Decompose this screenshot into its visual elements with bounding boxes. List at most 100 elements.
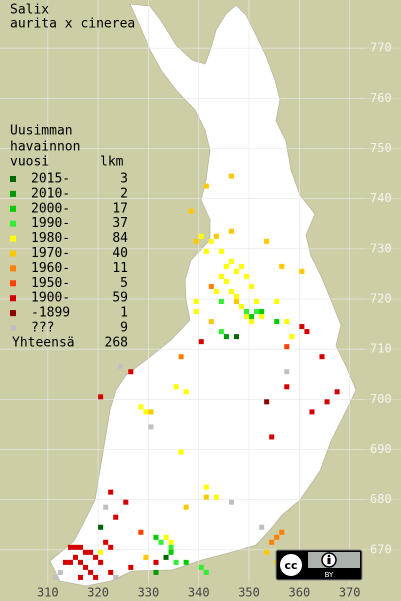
square (198, 564, 204, 570)
legend-label: 1980- (31, 231, 70, 246)
square (188, 208, 194, 214)
legend-swatch (10, 295, 16, 302)
title: Salix (10, 3, 49, 18)
square (203, 569, 209, 575)
legend-label: 2010- (31, 186, 70, 201)
x-tick-label: 340 (188, 586, 210, 600)
square (233, 293, 239, 299)
y-tick-label: 770 (370, 41, 392, 55)
legend-swatch (10, 280, 16, 287)
y-tick-label: 670 (370, 542, 392, 556)
legend-count: 11 (112, 261, 128, 276)
square (249, 314, 255, 320)
square (168, 539, 174, 545)
license-badge: cc BY (275, 549, 363, 581)
y-tick-label: 740 (370, 191, 392, 205)
title: aurita x cinerea (10, 17, 135, 32)
square (213, 494, 219, 500)
square (264, 549, 270, 555)
legend-label: ??? (31, 321, 54, 336)
square (218, 273, 224, 279)
square (168, 544, 174, 550)
square (143, 554, 149, 560)
square (163, 554, 169, 560)
square (284, 384, 290, 390)
square (178, 354, 184, 360)
square (244, 273, 250, 279)
legend-label: 1970- (31, 246, 70, 261)
square (183, 389, 189, 395)
legend-swatch (10, 235, 16, 242)
legend-swatch (10, 190, 16, 197)
square (254, 298, 260, 305)
y-tick-label: 730 (370, 241, 392, 255)
square (193, 298, 199, 305)
square (284, 369, 290, 375)
square (274, 319, 280, 325)
square (274, 534, 280, 540)
square (77, 544, 84, 550)
y-tick-label: 700 (370, 392, 392, 406)
legend-label: 1990- (31, 216, 70, 231)
squares (52, 173, 340, 580)
by-text: BY (325, 571, 334, 579)
legend-header: vuosi (10, 155, 49, 170)
square (183, 559, 189, 565)
y-tick-label: 710 (370, 342, 392, 356)
square (148, 409, 154, 415)
x-tick-label: 320 (87, 586, 109, 600)
y-tick-label: 760 (370, 91, 392, 105)
legend-count: 17 (112, 201, 128, 216)
square (233, 334, 239, 340)
square (138, 529, 144, 535)
square (98, 524, 104, 530)
legend-total-label: Yhteensä (12, 335, 75, 350)
square (233, 268, 239, 274)
square (334, 389, 340, 395)
legend-count: 37 (112, 216, 128, 231)
square (223, 263, 229, 269)
legend-count: 1 (120, 306, 128, 321)
cc-text: cc (284, 559, 297, 572)
square (103, 504, 109, 510)
square (228, 173, 234, 179)
square (228, 288, 234, 294)
y-tick-label: 720 (370, 291, 392, 305)
legend-count-header: lkm (100, 155, 124, 170)
square (153, 569, 159, 575)
square (67, 559, 73, 565)
square (208, 238, 214, 244)
square (88, 549, 94, 555)
square (203, 494, 209, 500)
legend-count: 84 (112, 231, 128, 246)
y-tick-label: 690 (370, 442, 392, 456)
square (183, 504, 189, 510)
x-tick-label: 310 (37, 586, 59, 600)
cc-circle (278, 552, 304, 578)
square (203, 484, 209, 490)
legend-swatch (10, 265, 16, 272)
square (72, 544, 78, 550)
square (77, 574, 84, 580)
legend-count: 3 (120, 172, 128, 187)
square (193, 309, 199, 315)
square (269, 434, 275, 440)
square (83, 564, 89, 570)
by-icon-head (327, 554, 331, 558)
square (249, 283, 255, 289)
square (213, 288, 219, 294)
x-tick-label: 350 (238, 586, 260, 600)
square (178, 449, 184, 455)
legend-swatch (10, 176, 16, 182)
legend-count: 59 (112, 291, 128, 306)
y-tick-label: 750 (370, 141, 392, 155)
square (309, 409, 315, 415)
x-tick-label: 360 (289, 586, 311, 600)
square (198, 233, 204, 239)
square (218, 329, 224, 335)
square (52, 574, 58, 580)
legend-count: 5 (120, 276, 128, 291)
square (113, 514, 119, 520)
